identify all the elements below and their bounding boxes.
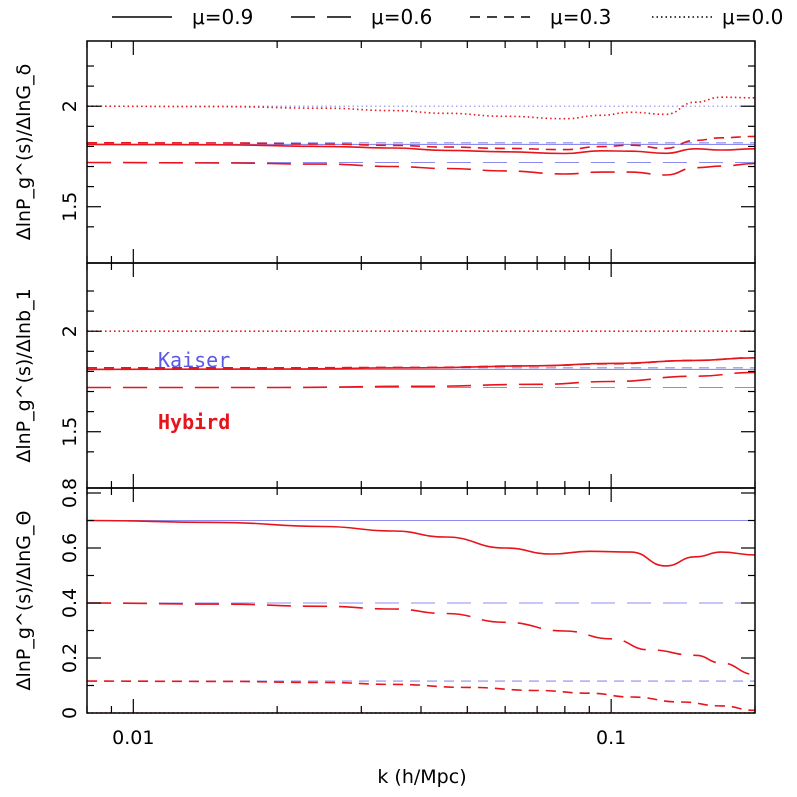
panel-2: 1.5 2 ΔlnP_g^(s)/Δlnb_1 [13, 262, 756, 489]
annotation-hybird: Hybird [158, 410, 230, 434]
legend-label-mu-0.6: μ=0.6 [371, 5, 432, 29]
hybird-curve-mu-0.3 [87, 357, 756, 369]
legend-label-mu-0.3: μ=0.3 [550, 5, 611, 29]
x-axis-label: k (h/Mpc) [377, 766, 466, 788]
panel-frame [86, 40, 756, 264]
y-tick-label: 0.6 [59, 533, 81, 563]
y-tick-label: 1.5 [59, 417, 81, 447]
legend-entry: μ=0.3 [470, 5, 611, 29]
legend-entry: μ=0.9 [112, 5, 253, 29]
panel-frame [86, 262, 756, 489]
legend-entry: μ=0.0 [652, 5, 783, 29]
y-tick-label: 0.8 [59, 478, 81, 508]
panels: 1.5 2 ΔlnP_g^(s)/ΔlnG_δ 1.5 2 ΔlnP_g^(s)/Δlnb… [13, 40, 756, 749]
legend-label-mu-0.9: μ=0.9 [192, 5, 253, 29]
y-tick-label: 0.2 [59, 643, 81, 673]
hybird-curve-mu-0.3 [86, 135, 756, 151]
x-tick-label: 0.01 [112, 727, 154, 749]
y-axis-label: ΔlnP_g^(s)/Δlnb_1 [13, 288, 35, 462]
hybird-curve-mu-0.6 [87, 371, 756, 389]
y-tick-label: 1.5 [59, 192, 81, 222]
y-axis-label: ΔlnP_g^(s)/ΔlnG_Θ [13, 511, 35, 691]
y-tick-label: 0 [59, 707, 81, 719]
y-tick-label: 2 [59, 100, 81, 112]
hybird-curve-mu-0.9 [86, 519, 756, 567]
x-tick-label: 0.1 [596, 727, 626, 749]
y-axis-label: ΔlnP_g^(s)/ΔlnG_δ [13, 64, 35, 241]
y-tick-label: 0.4 [59, 588, 81, 618]
hybird-curve-mu-0.9 [86, 143, 756, 155]
hybird-curve-mu-0.3 [86, 680, 756, 712]
hybird-curve-mu-0.0 [86, 96, 756, 120]
legend-entry: μ=0.6 [291, 5, 432, 29]
panel-1: 1.5 2 ΔlnP_g^(s)/ΔlnG_δ [13, 40, 756, 264]
legend-label-mu-0.0: μ=0.0 [722, 5, 783, 29]
panel-3: 0 0.2 0.4 0.6 0.8 ΔlnP_g^(s)/ΔlnG_Θ [13, 478, 756, 719]
hybird-curve-mu-0.6 [86, 161, 756, 176]
y-tick-label: 2 [59, 325, 81, 337]
legend: μ=0.9 μ=0.6 μ=0.3 μ=0.0 [112, 5, 783, 29]
hybird-curve-mu-0.6 [86, 602, 756, 676]
